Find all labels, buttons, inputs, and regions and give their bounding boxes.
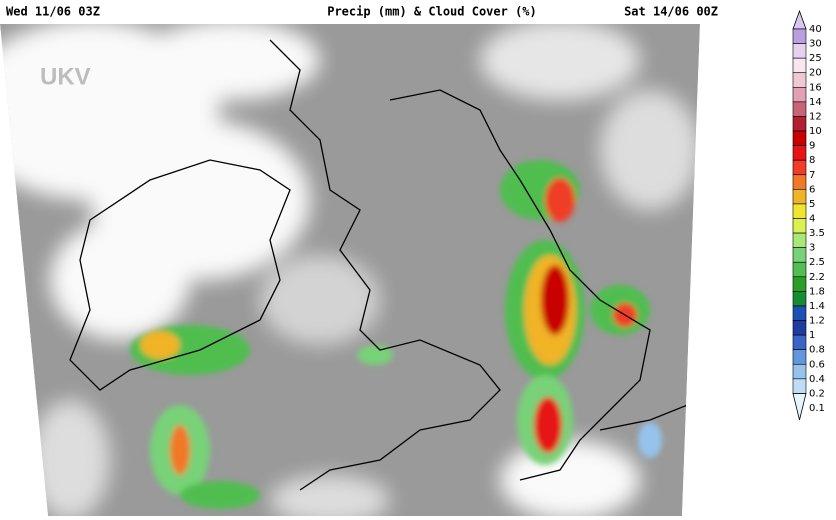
- colorbar-arrow: [792, 393, 807, 421]
- colorbar-label: 10: [809, 126, 822, 137]
- colorbar-label: 1.2: [809, 316, 825, 327]
- map-area: [0, 24, 700, 516]
- colorbar-label: 0.4: [809, 374, 825, 385]
- colorbar-segment: [792, 57, 807, 74]
- colorbar-label: 2.2: [809, 272, 825, 283]
- colorbar-segment: [792, 334, 807, 350]
- colorbar-segment: [792, 174, 807, 190]
- colorbar-label: 1.4: [809, 301, 825, 312]
- colorbar: 40 30 25 20 16 14 12 10 9 8 7 6 5 4 3.5 3 2.5 2.2 1.8 1.4 1.…: [792, 9, 825, 421]
- model-label: UKV: [40, 63, 91, 90]
- colorbar-segment: [792, 72, 807, 88]
- colorbar-segment: [792, 363, 807, 380]
- colorbar-label: 3.5: [809, 228, 825, 239]
- colorbar-label: 4: [809, 214, 815, 225]
- colorbar-label: 5: [809, 199, 815, 210]
- colorbar-segment: [792, 349, 807, 365]
- colorbar-label: 9: [809, 141, 815, 152]
- colorbar-segment: [792, 130, 807, 146]
- colorbar-segment: [792, 43, 807, 59]
- colorbar-segment: [792, 218, 807, 234]
- colorbar-segment: [792, 378, 807, 394]
- colorbar-label: 30: [809, 39, 822, 50]
- colorbar-label: 16: [809, 82, 822, 93]
- colorbar-label: 2.5: [809, 257, 825, 268]
- colorbar-segment: [792, 159, 807, 176]
- colorbar-label: 0.6: [809, 359, 825, 370]
- colorbar-segment: [792, 28, 807, 44]
- colorbar-label: 14: [809, 97, 822, 108]
- colorbar-segment: [792, 232, 807, 248]
- colorbar-label: 1: [809, 330, 815, 341]
- header-title: Precip (mm) & Cloud Cover (%): [327, 5, 537, 19]
- colorbar-label: 0.2: [809, 388, 825, 399]
- colorbar-segment: [792, 320, 807, 336]
- colorbar-segment: [792, 189, 807, 205]
- colorbar-segment: [792, 247, 807, 263]
- colorbar-label: 1.8: [809, 286, 825, 297]
- colorbar-arrow: [792, 9, 807, 30]
- colorbar-segment: [792, 291, 807, 307]
- colorbar-label: 6: [809, 184, 815, 195]
- colorbar-label: 0.1: [809, 403, 825, 414]
- colorbar-label: 20: [809, 68, 822, 79]
- header-left: Wed 11/06 03Z: [6, 5, 100, 19]
- colorbar-label: 7: [809, 170, 815, 181]
- colorbar-label: 25: [809, 53, 822, 64]
- colorbar-segment: [792, 261, 807, 278]
- header-right: Sat 14/06 00Z: [624, 5, 718, 19]
- colorbar-label: 3: [809, 243, 815, 254]
- colorbar-label: 0.8: [809, 345, 825, 356]
- colorbar-segment: [792, 87, 807, 103]
- colorbar-segment: [792, 145, 807, 161]
- colorbar-segment: [792, 305, 807, 321]
- colorbar-segment: [792, 101, 807, 117]
- colorbar-segment: [792, 276, 807, 292]
- colorbar-segment: [792, 203, 807, 219]
- colorbar-label: 40: [809, 24, 822, 35]
- colorbar-label: 12: [809, 111, 822, 122]
- colorbar-label: 8: [809, 155, 815, 166]
- colorbar-segment: [792, 116, 807, 132]
